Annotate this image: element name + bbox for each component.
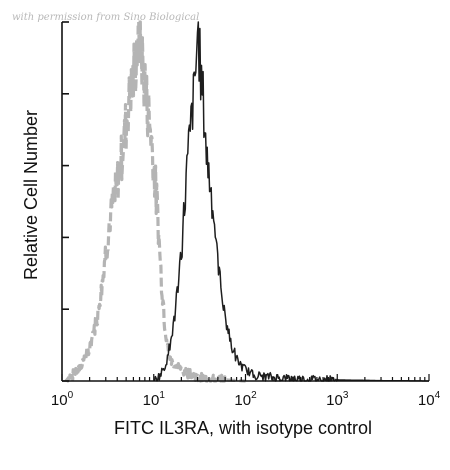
x-tick-exponent: 3 (343, 390, 349, 401)
x-axis-ticks (61, 374, 430, 381)
series-line-2 (153, 21, 429, 382)
x-tick-exponent: 4 (435, 390, 441, 401)
watermark-text: with permission from Sino Biological (12, 12, 199, 23)
x-tick-base: 10 (326, 392, 343, 409)
y-axis-title: Relative Cell Number (21, 110, 41, 280)
x-axis-tick-labels: 100 101 102 103 104 (51, 390, 441, 409)
x-tick-label-4: 104 (418, 390, 441, 409)
x-axis-title: FITC IL3RA, with isotype control (114, 418, 372, 438)
x-tick-label-0: 100 (51, 390, 74, 409)
x-tick-exponent: 1 (159, 390, 165, 401)
series-line-1 (64, 20, 247, 383)
series-layer (64, 20, 429, 383)
x-tick-label-3: 103 (326, 390, 349, 409)
x-tick-label-2: 102 (234, 390, 257, 409)
y-axis-ticks (62, 21, 69, 382)
x-tick-exponent: 0 (68, 390, 74, 401)
x-tick-base: 10 (51, 392, 68, 409)
x-tick-label-1: 101 (143, 390, 166, 409)
x-tick-base: 10 (143, 392, 160, 409)
x-tick-base: 10 (418, 392, 435, 409)
x-tick-base: 10 (234, 392, 251, 409)
x-tick-exponent: 2 (251, 390, 257, 401)
